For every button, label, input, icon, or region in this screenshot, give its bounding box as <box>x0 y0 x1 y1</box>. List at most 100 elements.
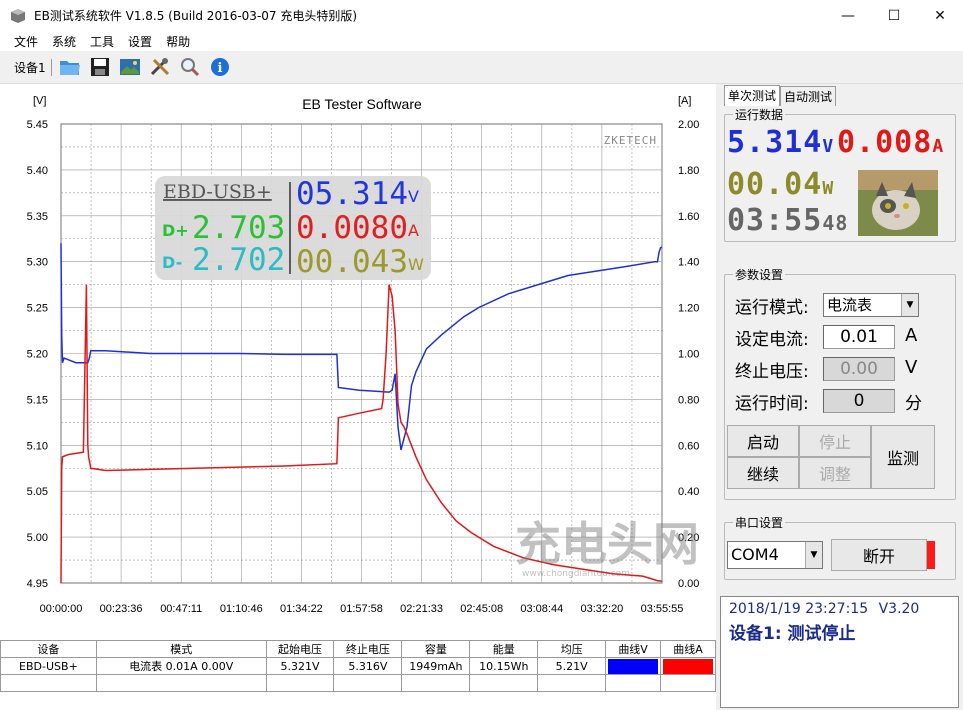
curve-a-swatch <box>663 658 713 674</box>
col-avg-v: 均压 <box>537 640 607 658</box>
y-left-tick: 5.30 <box>27 257 48 269</box>
overlay-dminus-label: D- <box>162 253 182 272</box>
stop-button[interactable]: 停止 <box>799 425 871 457</box>
run-power-unit: W <box>822 178 835 199</box>
y-left-tick: 5.05 <box>27 486 48 498</box>
menu-tools[interactable]: 工具 <box>90 34 115 49</box>
y-right-tick: 1.80 <box>678 165 699 177</box>
stop-voltage-input[interactable]: 0.00 <box>823 357 895 381</box>
col-mode: 模式 <box>95 640 267 658</box>
menu-system[interactable]: 系统 <box>52 34 77 49</box>
tools-icon[interactable] <box>148 55 172 79</box>
port-title: 串口设置 <box>733 514 786 531</box>
monitor-button[interactable]: 监测 <box>871 425 935 489</box>
run-current: 0.008 <box>837 125 933 160</box>
minimize-button[interactable]: — <box>841 7 855 24</box>
y-right-tick: 1.60 <box>678 211 699 223</box>
tab-auto-test[interactable]: 自动测试 <box>780 86 837 106</box>
svg-text:i: i <box>217 61 222 76</box>
adjust-button[interactable]: 调整 <box>799 457 871 489</box>
status-time: 2018/1/19 23:27:15 <box>729 601 869 617</box>
table-row[interactable]: EBD-USB+ 电流表 0.01A 0.00V 5.321V 5.316V 1… <box>0 657 716 675</box>
y-right-tick: 2.00 <box>678 119 699 131</box>
meter-overlay: EBD-USB+ D+ 2.703 D- 2.702 05.314 V 0.00… <box>155 176 431 280</box>
set-current-input[interactable]: 0.01 <box>823 325 895 349</box>
continue-button[interactable]: 继续 <box>727 457 799 489</box>
y-left-tick: 5.10 <box>27 440 48 452</box>
y-left-tick: 5.20 <box>27 349 48 361</box>
tab-single-test[interactable]: 单次测试 <box>724 85 781 106</box>
y-right-tick: 0.80 <box>678 394 699 406</box>
image-icon[interactable] <box>118 55 142 79</box>
y-left-tick: 5.15 <box>27 394 48 406</box>
chart-watermark: ZKETECH <box>604 134 657 147</box>
close-button[interactable]: ✕ <box>934 7 946 24</box>
overlay-dplus: 2.703 <box>192 210 285 246</box>
overlay-power-unit: W <box>408 255 424 274</box>
app-icon <box>11 8 25 23</box>
open-folder-icon[interactable] <box>58 55 82 79</box>
y-left-tick: 5.35 <box>27 211 48 223</box>
set-current-row: 设定电流: <box>735 325 809 350</box>
cell-curve-v[interactable] <box>605 657 662 675</box>
save-icon[interactable] <box>88 55 112 79</box>
y-left-tick: 4.95 <box>27 578 48 590</box>
device-label[interactable]: 设备1 <box>14 58 52 76</box>
stop-voltage-label: 终止电压: <box>735 362 809 382</box>
run-time: 03:55 <box>727 203 823 238</box>
mode-value: 电流表 <box>827 296 873 314</box>
y-right-tick: 0.20 <box>678 532 699 544</box>
menu-help[interactable]: 帮助 <box>166 34 191 49</box>
set-current-label: 设定电流: <box>735 330 809 350</box>
disconnect-button[interactable]: 断开 <box>831 539 927 571</box>
run-time-input[interactable]: 0 <box>823 389 895 413</box>
x-tick: 03:55:55 <box>641 603 684 615</box>
info-icon[interactable]: i <box>208 55 232 79</box>
y-left-tick: 5.45 <box>27 119 48 131</box>
run-voltage: 5.314 <box>727 125 823 160</box>
y-right-tick: 0.40 <box>678 486 699 498</box>
col-curve-v: 曲线V <box>605 640 662 658</box>
col-device: 设备 <box>0 640 97 658</box>
overlay-dminus: 2.702 <box>192 242 285 278</box>
mode-select[interactable]: 电流表 ▼ <box>823 293 919 317</box>
cat-photo <box>858 170 938 236</box>
status-panel: 2018/1/19 23:27:15 V3.20 设备1: 测试停止 <box>720 596 959 708</box>
run-data-title: 运行数据 <box>733 106 786 123</box>
cell-curve-a[interactable] <box>660 657 716 675</box>
control-panel: 单次测试 自动测试 运行数据 5.314V 0.008A 00.04W 03:5… <box>716 84 963 710</box>
x-tick: 00:47:11 <box>160 603 202 615</box>
run-time-label: 运行时间: <box>735 394 809 414</box>
chart: EB Tester Software [V] [A] 5.45 5.40 5.35 5… <box>0 84 716 640</box>
results-table: 设备 模式 起始电压 终止电压 容量 能量 均压 曲线V 曲线A EBD-USB… <box>0 640 716 710</box>
series-line-V <box>60 243 663 451</box>
menu-settings[interactable]: 设置 <box>128 34 153 49</box>
overlay-current: 0.0080 <box>296 210 408 246</box>
y-right-tick: 0.60 <box>678 440 699 452</box>
search-icon[interactable] <box>178 55 202 79</box>
chart-panel: EB Tester Software [V] [A] 5.45 5.40 5.35 5… <box>0 84 716 640</box>
toolbar: 设备1 i <box>0 51 963 84</box>
col-end-v: 终止电压 <box>333 640 403 658</box>
params-title: 参数设置 <box>733 266 786 283</box>
run-time-unit: 分 <box>905 394 922 414</box>
port-select[interactable]: COM4 ▼ <box>727 541 823 569</box>
cell-device: EBD-USB+ <box>0 657 97 675</box>
overlay-dplus-label: D+ <box>162 221 189 240</box>
overlay-voltage-unit: V <box>408 187 419 206</box>
start-button[interactable]: 启动 <box>727 425 799 457</box>
run-time-seconds: 48 <box>822 211 849 235</box>
overlay-power: 00.043 <box>296 244 408 280</box>
y-right-tick: 1.40 <box>678 257 699 269</box>
chevron-down-icon: ▼ <box>901 294 918 316</box>
y-right-tick: 0.00 <box>678 578 699 590</box>
x-tick: 00:23:36 <box>100 603 143 615</box>
run-voltage-unit: V <box>822 136 835 157</box>
series-line-A <box>60 284 663 584</box>
run-data-group: 运行数据 5.314V 0.008A 00.04W 03:5548 <box>724 106 956 242</box>
menu-bar: 文件 系统 工具 设置 帮助 <box>0 31 963 51</box>
run-power: 00.04 <box>727 167 823 202</box>
run-current-unit: A <box>932 136 945 157</box>
maximize-button[interactable]: ☐ <box>887 7 901 24</box>
menu-file[interactable]: 文件 <box>14 34 39 49</box>
